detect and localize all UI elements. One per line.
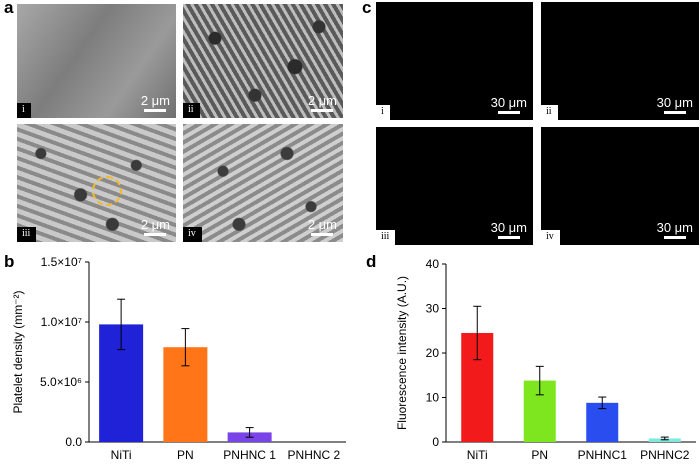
sem-image-iii: iii 2 μm bbox=[17, 124, 176, 242]
sem-image-iv: iv 2 μm bbox=[183, 124, 343, 242]
x-tick-label: PNHNC 1 bbox=[223, 448, 276, 462]
fluor-scalebar-iii: 30 μm bbox=[491, 221, 527, 239]
y-tick-label: 1.0×10⁷ bbox=[41, 315, 82, 329]
y-tick-label: 1.5×10⁷ bbox=[41, 255, 82, 269]
fluor-scale-line-iv bbox=[663, 236, 686, 239]
fluor-scale-text-iv: 30 μm bbox=[656, 220, 693, 235]
y-tick-label: 30 bbox=[426, 302, 440, 316]
sem-scale-line-iv bbox=[311, 233, 334, 236]
fluor-image-iii: iii 30 μm bbox=[376, 127, 533, 245]
y-tick-label: 0.0 bbox=[65, 435, 82, 449]
x-tick-label: PNHNC1 bbox=[578, 448, 628, 462]
sem-image-i: i 2 μm bbox=[17, 4, 176, 118]
fluor-label-ii: ii bbox=[541, 105, 558, 120]
x-tick-label: PNHNC 2 bbox=[288, 448, 341, 462]
y-axis-title: Platelet density (mm⁻²) bbox=[11, 290, 25, 413]
bar-pnhnc1 bbox=[586, 402, 619, 442]
sem-label-iv: iv bbox=[183, 227, 202, 242]
fluor-scalebar-iv: 30 μm bbox=[657, 221, 693, 239]
sem-scale-line-i bbox=[144, 109, 167, 112]
fluor-scale-text-iii: 30 μm bbox=[490, 220, 527, 235]
fluor-scale-text-ii: 30 μm bbox=[656, 95, 693, 110]
panel-letter-c: c bbox=[362, 0, 372, 17]
fluor-scale-line-i bbox=[497, 111, 520, 114]
y-tick-label: 20 bbox=[426, 346, 440, 360]
platelet-highlight-circle bbox=[92, 176, 122, 206]
sem-image-ii: ii 2 μm bbox=[183, 4, 343, 118]
fluor-image-iv: iv 30 μm bbox=[541, 127, 699, 245]
chart-fluorescence-intensity: 0 10 20 30 40 Fluorescence intensity (A.U.) Ni… bbox=[395, 257, 696, 462]
panel-letter-a: a bbox=[4, 0, 14, 17]
y-tick-label: 5.0×10⁶ bbox=[40, 375, 82, 389]
y-axis-title: Fluorescence intensity (A.U.) bbox=[395, 276, 409, 430]
x-tick-label: NiTi bbox=[111, 448, 132, 462]
x-tick-label: PN bbox=[531, 448, 548, 462]
y-tick-label: 10 bbox=[426, 391, 440, 405]
sem-scalebar-iii: 2 μm bbox=[141, 218, 170, 236]
y-tick-label: 40 bbox=[426, 257, 440, 271]
sem-scale-text-ii: 2 μm bbox=[307, 93, 337, 108]
chart-platelet-density: 0.0 5.0×10⁶ 1.0×10⁷ 1.5×10⁷ Platelet density… bbox=[11, 255, 346, 462]
fluor-scalebar-i: 30 μm bbox=[491, 96, 527, 114]
x-tick-label: PNHNC2 bbox=[640, 448, 690, 462]
fluor-scale-text-i: 30 μm bbox=[490, 95, 527, 110]
x-tick-label: NiTi bbox=[467, 448, 488, 462]
sem-scale-line-ii bbox=[311, 109, 334, 112]
sem-scale-text-i: 2 μm bbox=[140, 93, 170, 108]
sem-scale-text-iii: 2 μm bbox=[140, 217, 170, 232]
fluor-image-ii: ii 30 μm bbox=[541, 2, 699, 120]
y-tick-label: 0 bbox=[432, 435, 439, 449]
x-tick-label: PN bbox=[177, 448, 194, 462]
fluor-label-i: i bbox=[376, 105, 390, 120]
sem-scalebar-iv: 2 μm bbox=[308, 218, 337, 236]
sem-scale-line-iii bbox=[144, 233, 167, 236]
sem-scale-text-iv: 2 μm bbox=[307, 217, 337, 232]
sem-label-i: i bbox=[17, 103, 31, 118]
panel-letter-d: d bbox=[366, 252, 377, 271]
panel-letter-b: b bbox=[4, 252, 15, 271]
sem-scalebar-i: 2 μm bbox=[141, 94, 170, 112]
fluor-label-iv: iv bbox=[541, 230, 560, 245]
fluor-scale-line-ii bbox=[663, 111, 686, 114]
fluor-scale-line-iii bbox=[497, 236, 520, 239]
sem-label-iii: iii bbox=[17, 227, 37, 242]
sem-scalebar-ii: 2 μm bbox=[308, 94, 337, 112]
fluor-scalebar-ii: 30 μm bbox=[657, 96, 693, 114]
fluor-image-i: i 30 μm bbox=[376, 2, 533, 120]
fluor-label-iii: iii bbox=[376, 230, 396, 245]
sem-label-ii: ii bbox=[183, 103, 200, 118]
